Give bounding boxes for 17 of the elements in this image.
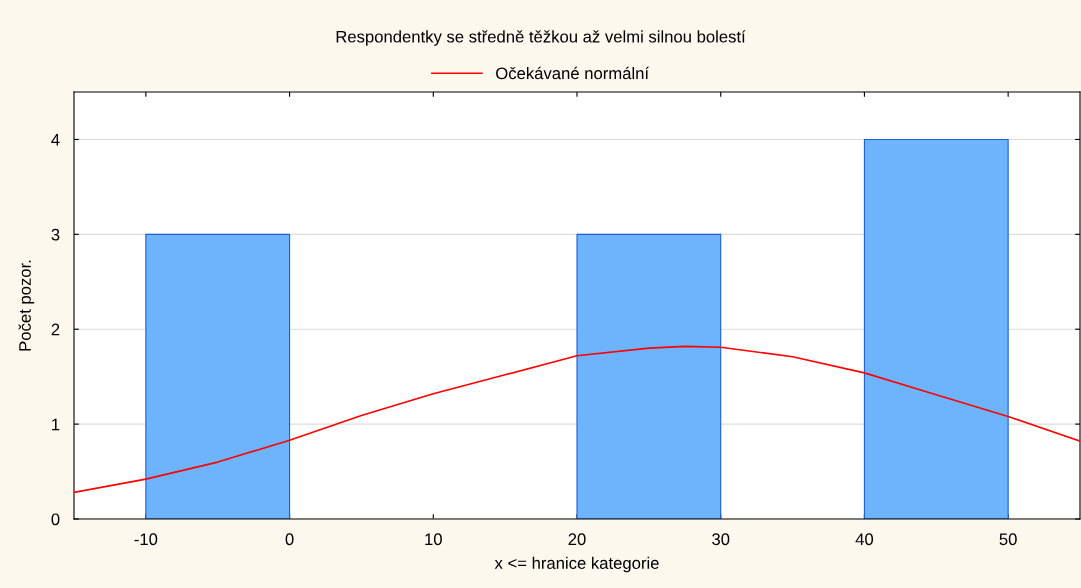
x-tick-label: 30 [712, 533, 730, 546]
y-axis-title: Počet pozor. [18, 260, 35, 351]
x-tick-label: 50 [999, 533, 1017, 546]
y-tick-label: 3 [51, 228, 60, 241]
x-axis-title: x <= hranice kategorie [494, 556, 659, 573]
chart-title: Respondentky se středně těžkou až velmi silnou bolestí [336, 30, 746, 46]
x-tick-label: 20 [568, 533, 586, 546]
legend-label: Očekávané normální [496, 66, 649, 80]
x-tick-label: 0 [285, 533, 294, 546]
y-tick-label: 0 [51, 513, 60, 526]
x-tick-label: 40 [855, 533, 874, 546]
x-tick-label: -10 [134, 533, 158, 546]
line-series [74, 345, 1080, 494]
y-tick-label: 4 [51, 134, 60, 146]
y-tick-label: 1 [52, 418, 60, 431]
y-tick-label: 2 [51, 323, 60, 336]
x-tick-label: 10 [425, 533, 442, 546]
